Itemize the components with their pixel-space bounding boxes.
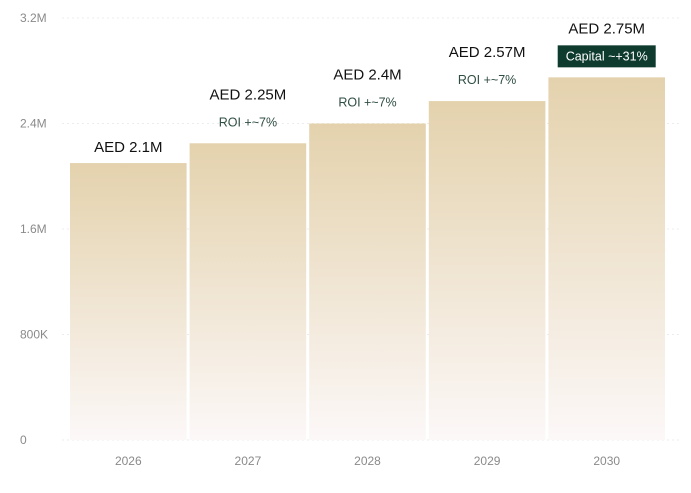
- bar-2030: [548, 77, 665, 440]
- value-label: AED 2.25M: [210, 86, 287, 103]
- bar-2028: [309, 123, 426, 440]
- x-tick-label: 2030: [593, 454, 620, 468]
- x-axis: 2026 2027 2028 2029 2030: [115, 454, 620, 468]
- capital-badge-label: Capital ~+31%: [566, 49, 648, 63]
- roi-annotation: ROI +~7%: [338, 96, 396, 110]
- x-tick-label: 2026: [115, 454, 142, 468]
- value-label: AED 2.57M: [449, 44, 526, 61]
- x-tick-label: 2029: [474, 454, 501, 468]
- x-tick-label: 2027: [235, 454, 262, 468]
- bar-2026: [70, 163, 187, 440]
- y-axis: 0 800K 1.6M 2.4M 3.2M: [20, 11, 48, 447]
- capital-badge: [557, 45, 656, 68]
- roi-annotation: ROI +~7%: [219, 115, 277, 129]
- bar-labels: AED 2.1M AED 2.25M ROI +~7% AED 2.4M ROI +~7…: [94, 20, 656, 156]
- y-tick-label: 2.4M: [20, 117, 47, 131]
- y-tick-label: 0: [20, 433, 27, 447]
- y-tick-label: 800K: [20, 328, 48, 342]
- bar-2027: [189, 143, 307, 440]
- value-label: AED 2.75M: [568, 20, 645, 37]
- roi-annotation: ROI +~7%: [458, 73, 516, 87]
- y-tick-label: 1.6M: [20, 222, 47, 236]
- y-tick-label: 3.2M: [20, 11, 47, 25]
- bar-2029: [428, 101, 546, 441]
- bars: [70, 77, 665, 441]
- value-label: AED 2.4M: [333, 67, 401, 84]
- x-tick-label: 2028: [354, 454, 381, 468]
- value-label: AED 2.1M: [94, 139, 162, 156]
